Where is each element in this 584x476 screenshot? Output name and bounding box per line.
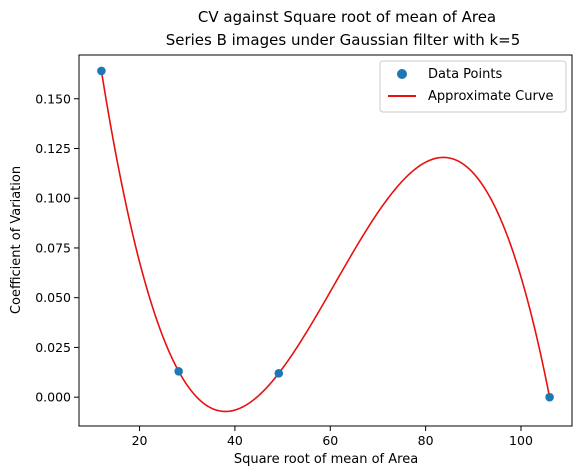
legend: Data Points Approximate Curve: [379, 60, 567, 113]
x-tick-label: 60: [322, 433, 338, 448]
legend-label-approx-curve: Approximate Curve: [428, 89, 554, 104]
x-tick-label: 80: [418, 433, 434, 448]
legend-box: [379, 60, 567, 113]
legend-marker-data-points: [397, 69, 407, 79]
chart-subtitle: Series B images under Gaussian filter wi…: [166, 31, 521, 49]
data-point: [174, 366, 183, 376]
approximate-curve-line: [100, 70, 551, 413]
y-tick-label: 0.125: [35, 141, 71, 156]
x-tick-label: 100: [509, 433, 533, 448]
x-axis-label: Square root of mean of Area: [234, 452, 418, 467]
y-tick-label: 0.025: [35, 340, 71, 355]
x-axis: 20 40 60 80 100: [132, 426, 533, 448]
x-tick-label: 40: [227, 433, 243, 448]
data-point: [274, 368, 284, 378]
y-tick-label: 0.050: [35, 290, 71, 305]
chart-title: CV against Square root of mean of Area: [198, 8, 496, 26]
data-point: [97, 66, 106, 76]
y-tick-label: 0.000: [35, 390, 71, 405]
y-tick-label: 0.075: [35, 240, 71, 255]
plot-frame: [78, 54, 573, 427]
y-axis: 0.000 0.025 0.050 0.075 0.100 0.125 0.150: [35, 91, 79, 405]
y-axis-label: Coefficient of Variation: [9, 166, 24, 314]
y-tick-label: 0.100: [35, 191, 71, 206]
data-point: [545, 392, 554, 402]
y-tick-label: 0.150: [35, 91, 71, 106]
plot-area: [97, 66, 554, 413]
legend-label-data-points: Data Points: [428, 67, 502, 82]
x-tick-label: 20: [132, 433, 148, 448]
